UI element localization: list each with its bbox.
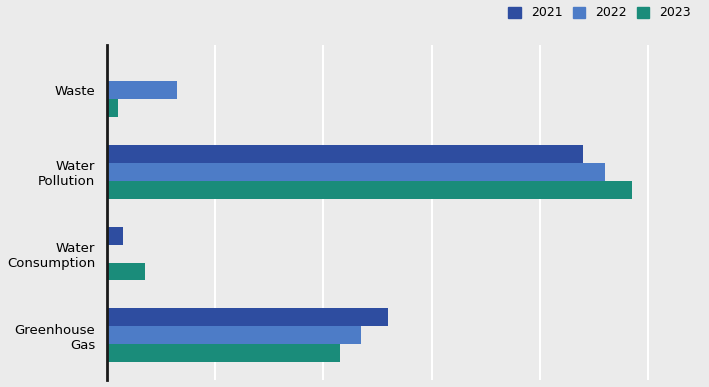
Bar xyxy=(107,262,145,281)
Bar xyxy=(107,344,340,362)
Bar xyxy=(107,227,123,245)
Legend: 2021, 2022, 2023: 2021, 2022, 2023 xyxy=(503,2,696,24)
Bar xyxy=(107,163,605,181)
Bar xyxy=(107,99,118,117)
Bar xyxy=(107,181,632,199)
Bar xyxy=(107,145,583,163)
Bar xyxy=(107,326,362,344)
Bar xyxy=(107,81,177,99)
Bar xyxy=(107,308,389,326)
